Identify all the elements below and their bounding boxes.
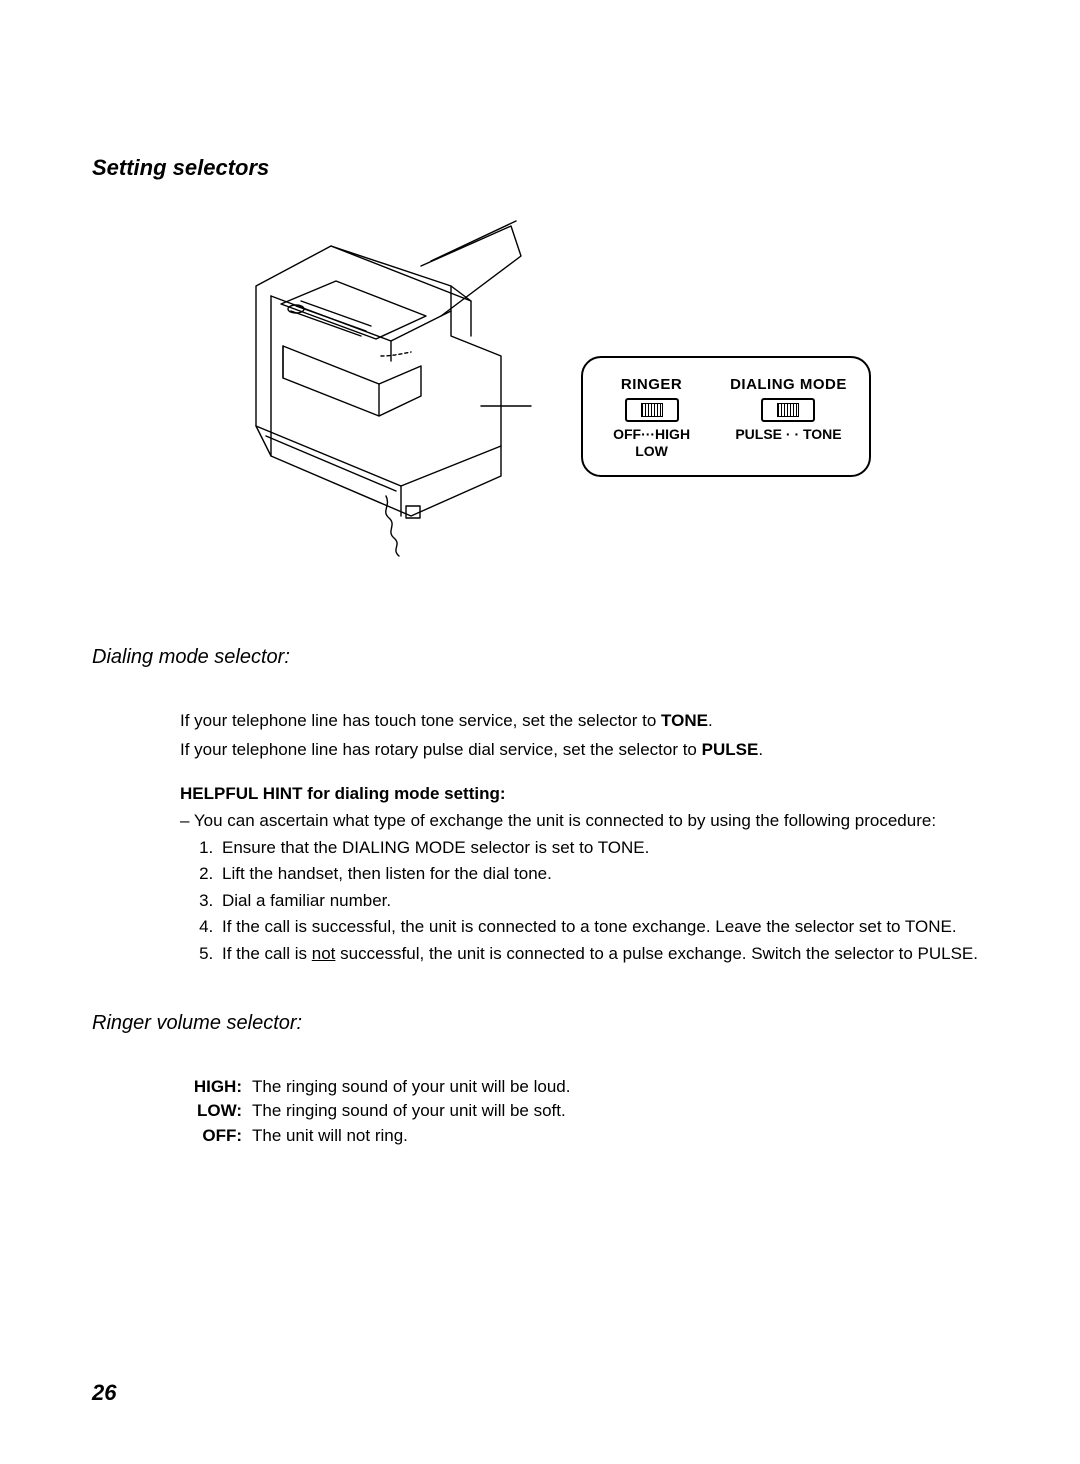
step: If the call is not successful, the unit … bbox=[218, 942, 990, 967]
ringer-row: HIGH: The ringing sound of your unit wil… bbox=[180, 1075, 990, 1100]
ringer-row: LOW: The ringing sound of your unit will… bbox=[180, 1099, 990, 1124]
hint-steps: Ensure that the DIALING MODE selector is… bbox=[180, 836, 990, 967]
dialing-mode-selector: DIALING MODE PULSE · · TONE bbox=[730, 376, 847, 461]
hint-heading: HELPFUL HINT for dialing mode setting: bbox=[180, 782, 990, 807]
text: successful, the unit is connected to a p… bbox=[335, 944, 978, 963]
text: . bbox=[708, 711, 713, 730]
dialing-mode-label: DIALING MODE bbox=[730, 376, 847, 393]
ringer-val: The ringing sound of your unit will be s… bbox=[252, 1099, 566, 1124]
text: TONE bbox=[661, 711, 708, 730]
ringer-key: HIGH: bbox=[180, 1075, 242, 1100]
ringer-heading: Ringer volume selector: bbox=[92, 1012, 1000, 1035]
text: If your telephone line has touch tone se… bbox=[180, 711, 661, 730]
ringer-key: OFF: bbox=[180, 1124, 242, 1149]
ringer-label: RINGER bbox=[621, 376, 682, 393]
step: Dial a familiar number. bbox=[218, 889, 990, 914]
ringer-positions: OFF···HIGH LOW bbox=[613, 426, 690, 461]
ringer-selector: RINGER OFF···HIGH LOW bbox=[613, 376, 690, 461]
dialing-positions: PULSE · · TONE bbox=[735, 426, 841, 444]
dialing-switch-icon bbox=[761, 398, 815, 422]
ringer-list: HIGH: The ringing sound of your unit wil… bbox=[180, 1075, 990, 1149]
ringer-val: The unit will not ring. bbox=[252, 1124, 408, 1149]
selector-panel: RINGER OFF···HIGH LOW DIALING MODE PULSE… bbox=[581, 356, 871, 477]
page-title: Setting selectors bbox=[92, 155, 1000, 181]
text: . bbox=[758, 740, 763, 759]
dialing-heading: Dialing mode selector: bbox=[92, 646, 1000, 669]
text: PULSE bbox=[702, 740, 759, 759]
step: If the call is successful, the unit is c… bbox=[218, 915, 990, 940]
hint-intro: – You can ascertain what type of exchang… bbox=[194, 809, 990, 834]
ringer-val: The ringing sound of your unit will be l… bbox=[252, 1075, 570, 1100]
dialing-body: If your telephone line has touch tone se… bbox=[180, 709, 990, 967]
fax-illustration bbox=[221, 206, 541, 586]
text: If your telephone line has rotary pulse … bbox=[180, 740, 702, 759]
page-number: 26 bbox=[92, 1380, 116, 1406]
text: If the call is bbox=[222, 944, 312, 963]
step: Ensure that the DIALING MODE selector is… bbox=[218, 836, 990, 861]
device-diagram: RINGER OFF···HIGH LOW DIALING MODE PULSE… bbox=[92, 206, 1000, 586]
ringer-switch-icon bbox=[625, 398, 679, 422]
text: not bbox=[312, 944, 336, 963]
ringer-key: LOW: bbox=[180, 1099, 242, 1124]
ringer-row: OFF: The unit will not ring. bbox=[180, 1124, 990, 1149]
step: Lift the handset, then listen for the di… bbox=[218, 862, 990, 887]
